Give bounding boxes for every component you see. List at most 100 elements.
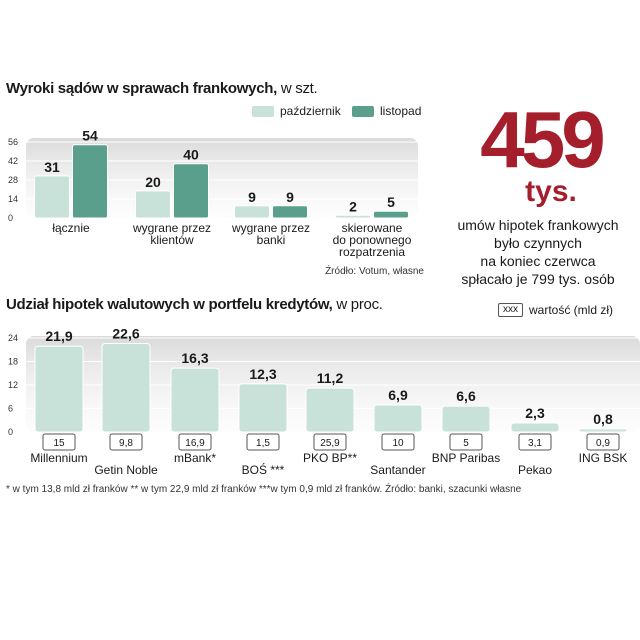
chart2-legend: xxx wartość (mld zł) [498,303,613,317]
chart1-y-tick: 14 [8,194,18,204]
chart2-category-label: BNP Paribas [432,451,500,465]
chart2-title: Udział hipotek walutowych w portfelu kre… [6,296,383,313]
chart2-y-tick: 24 [8,333,18,343]
chart2-unit: w proc. [336,296,383,313]
chart2-billion-value: 5 [463,438,469,449]
chart2-billion-value: 1,5 [256,438,270,449]
legend-swatch-light [252,105,274,117]
chart1-category-label: klientów [150,233,194,247]
chart1-bar-pazdziernik [34,175,70,219]
chart2-bar [238,383,288,433]
chart2-bar [34,345,84,433]
chart2-value-label: 21,9 [45,328,72,344]
chart2-bar [170,367,220,433]
chart2-billion-value: 0,9 [596,438,610,449]
chart2-category-label: ING BSK [579,451,628,465]
chart1-bar-pazdziernik [335,214,371,219]
chart1-bar-listopad [272,205,308,219]
chart2-value-label: 6,6 [456,388,476,404]
headline-line-4: spłacało je 799 tys. osób [461,271,615,287]
chart2-category-label: BOŚ *** [242,462,285,477]
chart1-category-label: banki [257,233,286,247]
chart1-value-label: 31 [44,159,60,175]
legend-label-listopad: listopad [380,104,422,118]
chart2-value-label: 12,3 [249,366,276,382]
chart1-category-label: skierowane [342,221,403,235]
chart1-bar-listopad [373,210,409,219]
chart2-value-label: 11,2 [317,370,344,386]
chart1-value-label: 20 [145,174,161,190]
chart2-billion-value: 10 [392,438,404,449]
footnote: * w tym 13,8 mld zł franków ** w tym 22,… [6,484,522,495]
chart2-bar [510,422,560,433]
chart2-value-label: 16,3 [181,350,208,366]
chart2-billion-value: 9,8 [119,438,133,449]
chart2-billion-box [381,433,415,451]
chart2-value-label: 0,8 [593,411,613,427]
chart1-category-label: rozpatrzenia [339,245,405,259]
chart2-billion-box [449,433,483,451]
chart2-billion-value: 16,9 [185,438,205,449]
headline-description: umów hipotek frankowych było czynnych na… [440,216,636,288]
chart1-y-tick: 56 [8,137,18,147]
legend-swatch-dark [352,105,374,117]
chart1-category-label: łącznie [52,221,90,235]
chart2-y-tick: 18 [8,357,18,367]
chart1-source: Źródło: Votum, własne [325,266,424,277]
chart1-y-tick: 28 [8,175,18,185]
chart1-legend-listopad: listopad [352,104,421,118]
chart1-bar-listopad [173,163,209,219]
chart2-billion-box [178,433,212,451]
chart1-value-label: 40 [183,147,199,163]
chart2-category-label: Pekao [518,463,552,477]
chart2-category-label: PKO BP** [303,451,357,465]
chart1-category-label: wygrane przez [132,221,211,235]
chart2-billion-value: 3,1 [528,438,542,449]
chart1-value-label: 54 [82,128,98,144]
chart2-bar [441,405,491,433]
chart2-bar [305,387,355,433]
chart2-category-label: Millennium [30,451,87,465]
chart1-category-label: do ponownego [333,233,412,247]
chart2-billion-box [42,433,76,451]
legend-value-box: xxx [498,303,523,317]
legend-value-label: wartość (mld zł) [529,303,614,317]
headline-line-2: było czynnych [494,235,582,251]
chart2-billion-value: 15 [53,438,65,449]
chart1-bar-pazdziernik [234,205,270,219]
chart2-billion-box [246,433,280,451]
chart2-billion-box [586,433,620,451]
chart2-value-label: 6,9 [388,387,408,403]
chart2-value-label: 2,3 [525,405,545,421]
chart1-value-label: 9 [248,189,256,205]
chart2-billion-value: 25,9 [320,438,340,449]
chart1-y-tick: 42 [8,156,18,166]
legend-label-pazdziernik: październik [280,104,341,118]
chart1-value-label: 5 [387,194,395,210]
chart2-bar [101,342,151,433]
chart1-legend-pazdziernik: październik [252,104,341,118]
headline-line-3: na koniec czerwca [480,253,596,269]
chart1-unit: w szt. [280,80,318,97]
chart1-title: Wyroki sądów w sprawach frankowych, w sz… [6,80,318,97]
chart2-billion-box [109,433,143,451]
chart2-title-text: Udział hipotek walutowych w portfelu kre… [6,296,333,313]
chart2-category-label: Getin Noble [94,463,158,477]
headline-unit: tys. [525,175,577,208]
chart1-bar-pazdziernik [135,190,171,219]
chart2-y-tick: 0 [8,427,13,437]
chart1-title-text: Wyroki sądów w sprawach frankowych, [6,80,277,97]
chart2-fx-mortgage-share: 0 6 12 18 24 21,9 15 Millennium 22,6 9,8 Getin Nob… [8,325,640,477]
chart2-value-label: 22,6 [112,325,139,341]
chart2-billion-box [518,433,552,451]
chart2-bar [578,428,628,433]
headline-number: 459 [480,95,605,184]
chart2-category-label: mBank* [174,451,216,465]
chart2-category-label: Santander [370,463,425,477]
chart1-bar-listopad [72,144,108,219]
chart1-plot-background [26,138,418,218]
chart2-y-tick: 6 [8,404,13,414]
chart2-bar [373,404,423,433]
chart1-category-label: wygrane przez [231,221,310,235]
